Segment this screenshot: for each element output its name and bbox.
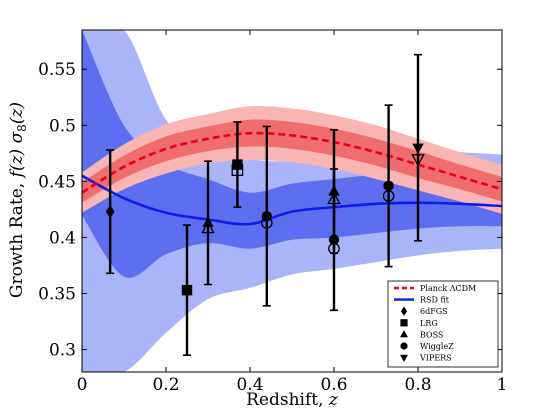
legend-item-rsd-fit: RSD fit <box>394 296 450 305</box>
x-axis-label: Redshift, <box>246 390 323 410</box>
y-tick-label: 0.35 <box>38 285 76 305</box>
point-wigglez <box>328 234 340 245</box>
legend-marker <box>400 319 408 327</box>
x-tick-label: 0 <box>77 375 88 395</box>
y-axis-label: Growth Rate, <box>7 183 27 298</box>
legend-marker <box>400 342 408 350</box>
legend-label: WiggleZ <box>420 342 454 351</box>
point-lrg <box>181 284 193 296</box>
x-tick-label: 0.4 <box>236 375 263 395</box>
planck-line <box>82 131 502 194</box>
point-boss <box>328 185 340 196</box>
legend-label: Planck ΛCDM <box>420 284 476 293</box>
x-tick-label: 1 <box>497 375 508 395</box>
y-tick-label: 0.3 <box>49 341 76 361</box>
legend-label: 6dFGS <box>420 307 448 316</box>
axes: 0 0.2 0.4 0.6 0.8 1 0.3 0.35 0.4 0.45 0.5 0.55 <box>38 30 507 395</box>
legend-item-vipers: VIPERS <box>400 354 452 363</box>
point-6dfgs <box>105 204 115 219</box>
y-axis-symbol-paren: (z) <box>7 102 27 124</box>
legend-item-planck-cdm: Planck ΛCDM <box>394 284 476 293</box>
legend-item-lrg: LRG <box>400 319 438 328</box>
legend-item-wigglez: WiggleZ <box>400 342 454 351</box>
x-axis-symbol: z <box>328 390 339 410</box>
x-tick-label: 0.6 <box>320 375 347 395</box>
y-axis-title: Growth Rate, f(z) σ8(z) <box>7 102 29 298</box>
rsd-fit-line <box>82 174 502 226</box>
point-boss-open <box>201 220 215 234</box>
legend-item-6dfgs: 6dFGS <box>400 306 448 316</box>
legend-marker <box>400 330 408 338</box>
point-lrg <box>232 159 243 170</box>
y-tick-label: 0.5 <box>49 116 76 136</box>
point-boss <box>202 216 214 228</box>
y-tick-label: 0.45 <box>38 172 76 192</box>
y-axis-symbol: f(z) σ <box>7 131 27 179</box>
legend-item-boss: BOSS <box>400 330 443 339</box>
point-boss-open <box>327 191 341 205</box>
point-wigglez <box>261 210 272 222</box>
legend-label: VIPERS <box>419 354 452 363</box>
point-vipers <box>412 143 424 154</box>
legend-marker <box>400 354 408 362</box>
legend-label: BOSS <box>420 330 443 339</box>
y-tick-label: 0.4 <box>49 228 76 248</box>
x-tick-label: 0.2 <box>152 375 179 395</box>
legend-label: LRG <box>420 319 438 328</box>
x-axis-title: Redshift, z <box>246 390 339 410</box>
legend: Planck ΛCDM RSD fit 6dFGS LRG BOSS WiggleZ VIP… <box>387 280 499 368</box>
y-axis-subscript: 8 <box>15 124 29 132</box>
legend-marker <box>400 306 408 316</box>
planck-band-inner <box>82 119 502 203</box>
point-vipers-open <box>411 154 425 167</box>
x-tick-label: 0.8 <box>404 375 431 395</box>
point-wigglez <box>383 180 394 192</box>
data-points <box>105 53 425 356</box>
y-tick-label: 0.55 <box>38 60 76 80</box>
plot-frame <box>81 29 503 373</box>
legend-label: RSD fit <box>420 296 450 305</box>
plot-area <box>82 30 502 372</box>
